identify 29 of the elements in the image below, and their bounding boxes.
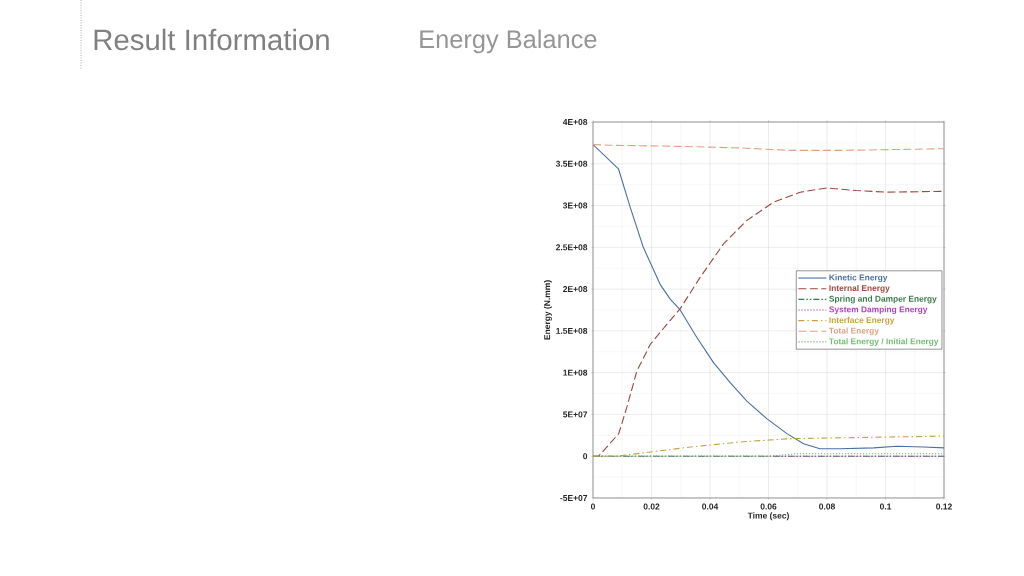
y-tick-label: 2.5E+08 [556, 244, 588, 251]
x-tick-label: 0.08 [819, 503, 835, 510]
line-series [593, 144, 945, 450]
y-tick-label: 0 [583, 453, 588, 460]
x-tick-label: 0 [590, 503, 596, 510]
y-tick-label: 1.5E+08 [556, 327, 588, 334]
legend-label: Total Energy / Initial Energy [828, 338, 939, 346]
legend-label: Total Energy [828, 327, 879, 336]
y-tick-label: 3.5E+08 [555, 160, 588, 167]
legend-label: Kinetic Energy [829, 274, 888, 283]
chart-subtitle: Energy Balance [420, 29, 597, 54]
y-tick-label: 5E+07 [563, 411, 588, 418]
y-tick-label: 4E+08 [562, 118, 588, 125]
y-tick-label: 3E+08 [562, 202, 588, 209]
legend-label: Internal Energy [829, 284, 890, 293]
x-tick-label: 0.04 [702, 503, 719, 510]
x-tick-label: 0.02 [643, 503, 660, 510]
y-axis-title: Energy (N.mm) [543, 280, 552, 340]
legend-label: Interface Energy [829, 316, 895, 325]
x-tick-label: 0.12 [936, 503, 952, 510]
y-tick-label: 1E+08 [563, 369, 588, 376]
x-tick-label: 0.06 [760, 503, 777, 510]
text: Result Information [94, 28, 329, 51]
legend-label: System Damping Energy [829, 306, 928, 315]
x-axis-title: Time (sec) [747, 512, 789, 521]
y-tick-label: -5E+07 [560, 494, 588, 501]
x-tick-label: 0.1 [879, 503, 892, 510]
legend-label: Spring and Damper Energy [829, 295, 937, 304]
y-tick-label: 2E+08 [563, 286, 588, 293]
